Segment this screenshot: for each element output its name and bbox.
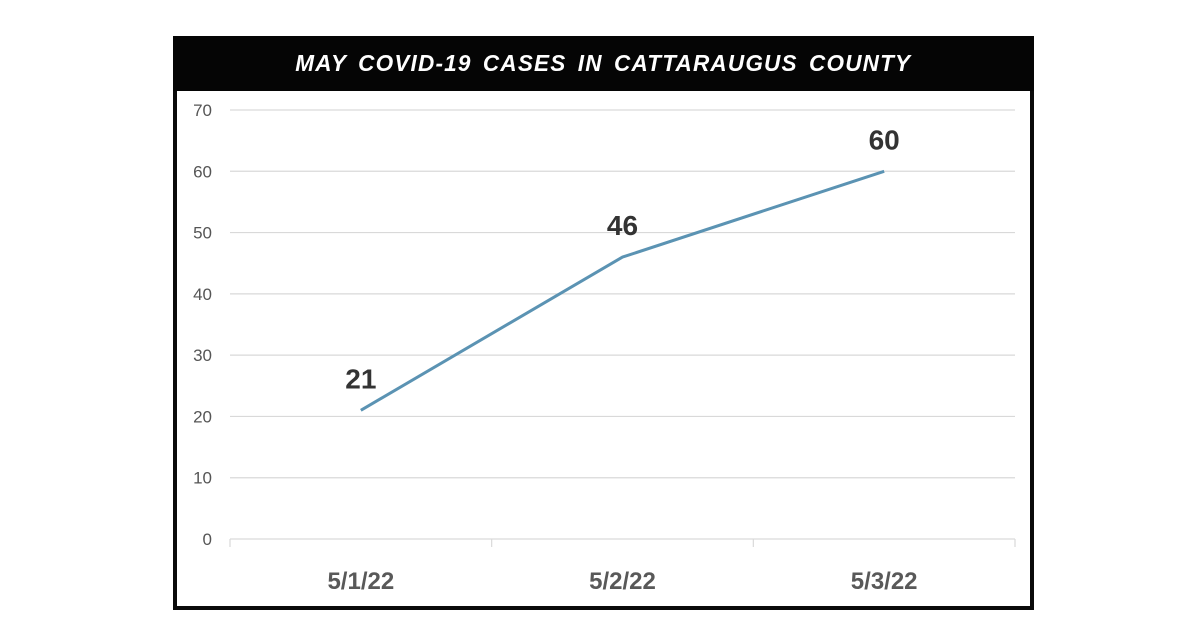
x-tick-label: 5/2/22 bbox=[589, 568, 656, 595]
y-tick-label: 50 bbox=[193, 224, 212, 243]
data-label: 46 bbox=[607, 210, 638, 241]
series-line bbox=[360, 169, 885, 412]
data-label: 60 bbox=[869, 124, 900, 155]
y-tick-label: 0 bbox=[203, 530, 212, 549]
x-tick-label: 5/3/22 bbox=[851, 568, 918, 595]
x-tick-label: 5/1/22 bbox=[327, 568, 394, 595]
gridlines bbox=[230, 109, 1015, 540]
data-label: 21 bbox=[345, 363, 376, 394]
y-tick-label: 10 bbox=[193, 469, 212, 488]
chart-frame bbox=[173, 36, 1034, 610]
y-tick-label: 30 bbox=[193, 346, 212, 365]
chart-title: MAY COVID-19 CASES IN CATTARAUGUS COUNTY bbox=[295, 50, 912, 76]
series-cases bbox=[360, 169, 885, 412]
data-labels: 21 46 60 bbox=[345, 124, 899, 394]
y-tick-label: 70 bbox=[193, 101, 212, 120]
chart-title-bar: MAY COVID-19 CASES IN CATTARAUGUS COUNTY bbox=[173, 36, 1034, 91]
y-tick-label: 20 bbox=[193, 407, 212, 426]
y-axis-ticks: 0 10 20 30 40 50 60 70 bbox=[193, 101, 212, 549]
y-tick-label: 60 bbox=[193, 162, 212, 181]
x-axis: 5/1/22 5/2/22 5/3/22 bbox=[229, 539, 1016, 595]
y-tick-label: 40 bbox=[193, 285, 212, 304]
